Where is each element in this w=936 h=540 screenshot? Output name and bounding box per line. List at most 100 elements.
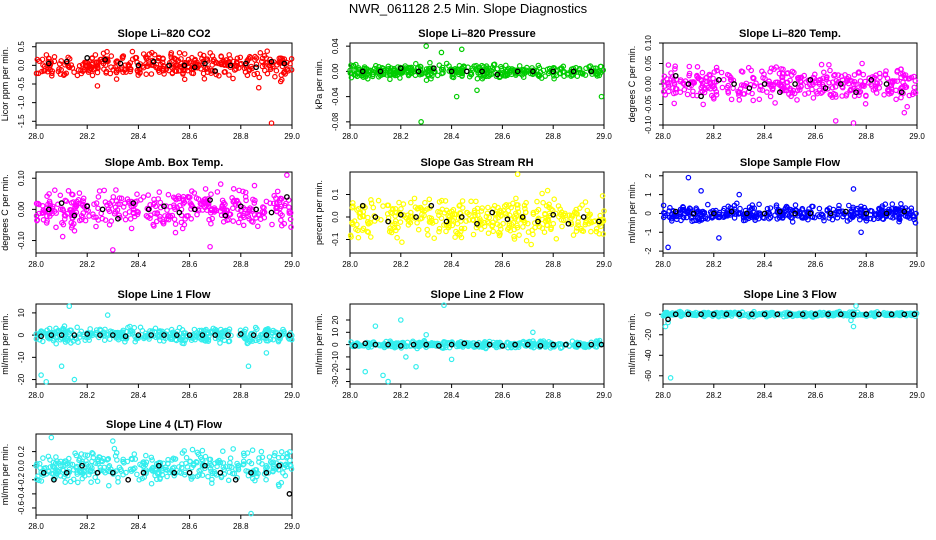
data-point: [736, 210, 742, 217]
data-point: [735, 88, 741, 95]
reference-point: [716, 77, 722, 83]
reference-points: [672, 208, 908, 217]
data-point: [826, 62, 832, 68]
x-tick-label: 28.8: [545, 260, 561, 269]
data-point: [522, 205, 528, 212]
data-point: [189, 446, 196, 453]
data-point: [33, 70, 40, 77]
outlier-point: [423, 331, 430, 338]
y-tick-label: 0: [17, 332, 26, 337]
data-point: [834, 215, 841, 221]
outlier-point: [685, 174, 692, 181]
reference-point: [243, 60, 249, 67]
y-tick-label: 10: [17, 308, 26, 317]
data-point: [407, 219, 414, 226]
data-point: [263, 476, 269, 483]
data-point: [507, 342, 513, 349]
data-point: [108, 64, 114, 70]
data-point: [407, 70, 414, 76]
data-point: [829, 79, 836, 86]
data-point: [62, 216, 68, 222]
reference-point: [537, 342, 544, 349]
data-point: [348, 74, 355, 81]
outlier-point: [43, 378, 50, 385]
reference-point: [837, 81, 844, 87]
data-point: [80, 195, 87, 202]
data-point: [883, 208, 890, 215]
y-tick-label: -1: [644, 228, 653, 236]
data-point: [680, 204, 687, 211]
data-point: [128, 225, 135, 232]
data-point: [543, 203, 550, 209]
data-point: [433, 343, 439, 349]
reference-point: [428, 202, 435, 209]
data-point: [182, 59, 188, 66]
data-point: [41, 63, 48, 70]
data-point: [209, 206, 215, 212]
data-point: [778, 66, 785, 72]
reference-point: [191, 64, 198, 71]
data-point: [169, 335, 175, 342]
data-point: [500, 220, 506, 227]
data-point: [870, 216, 877, 223]
data-point: [601, 208, 607, 214]
outlier-point: [850, 186, 857, 192]
data-point: [441, 222, 447, 228]
data-point: [598, 219, 605, 226]
reference-point: [397, 211, 404, 218]
data-point: [228, 332, 234, 339]
data-point: [235, 219, 242, 226]
data-point: [431, 235, 438, 242]
reference-points: [352, 340, 605, 349]
data-point: [573, 206, 580, 213]
data-point: [840, 311, 847, 317]
data-point: [490, 228, 497, 235]
data-point: [906, 215, 913, 221]
data-point: [797, 78, 804, 84]
data-point: [172, 221, 179, 227]
x-tick-label: 28.2: [393, 260, 409, 269]
outlier-point: [58, 363, 65, 370]
data-point: [720, 76, 727, 83]
data-point: [470, 217, 477, 224]
data-point: [867, 215, 874, 222]
outlier-point: [418, 119, 424, 125]
data-point: [718, 69, 725, 76]
reference-point: [71, 332, 78, 338]
data-point: [906, 75, 913, 82]
data-point: [816, 205, 823, 212]
data-point: [511, 233, 517, 240]
reference-point: [166, 62, 172, 69]
data-point: [247, 66, 253, 73]
data-point: [874, 80, 881, 87]
figure-title: NWR_061128 2.5 Min. Slope Diagnostics: [348, 1, 588, 16]
data-point: [403, 215, 409, 221]
data-point: [449, 217, 455, 223]
data-point: [802, 310, 809, 316]
data-point: [172, 229, 179, 236]
data-point: [731, 202, 738, 209]
data-point: [75, 339, 81, 346]
reference-point: [377, 68, 384, 75]
data-point: [204, 56, 211, 63]
data-point: [240, 222, 247, 229]
data-point: [690, 88, 696, 95]
data-point: [36, 201, 42, 208]
reference-point: [202, 60, 208, 67]
panel-9: Slope Line 3 Flow ml/min per min. -60 -40 -2…: [627, 289, 925, 400]
data-point: [207, 465, 214, 472]
data-point: [704, 201, 711, 208]
data-point: [355, 65, 362, 71]
data-point: [523, 237, 530, 244]
data-point: [461, 225, 468, 232]
data-point: [900, 79, 906, 86]
data-point: [506, 202, 512, 209]
data-point: [458, 225, 465, 232]
data-point: [233, 63, 240, 70]
data-point: [242, 210, 248, 217]
data-point: [205, 330, 212, 337]
reference-point: [876, 311, 882, 318]
data-point: [810, 203, 816, 210]
data-point: [160, 65, 167, 72]
